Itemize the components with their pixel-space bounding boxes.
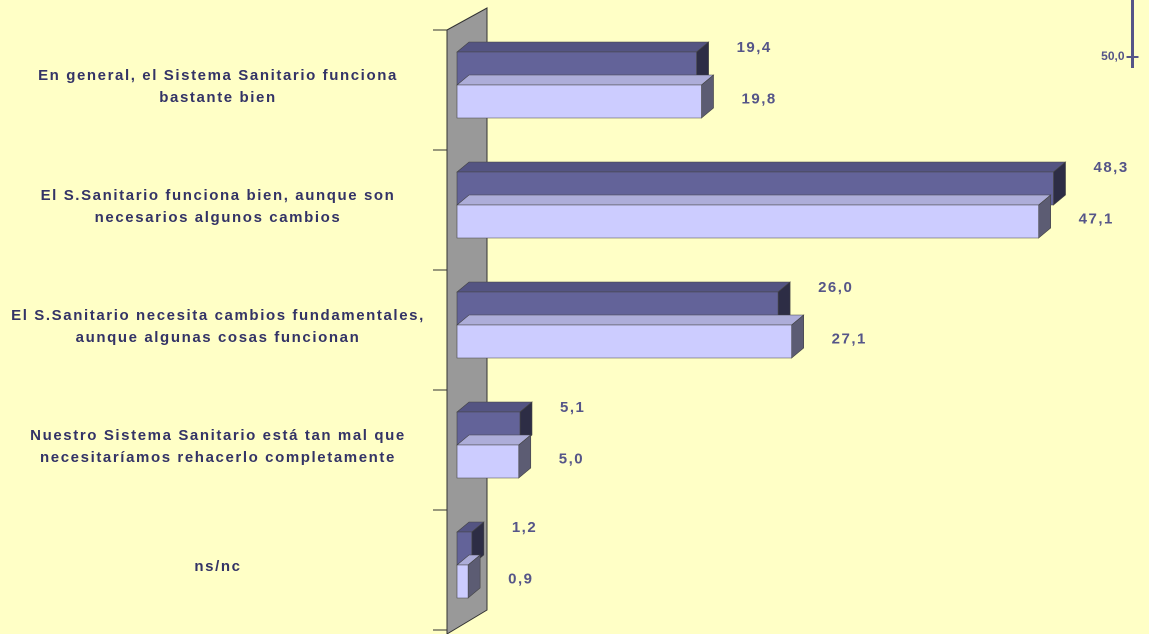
value-label: 47,1 [1079,210,1114,227]
value-label: 19,8 [742,90,777,107]
value-label: 5,1 [560,399,585,416]
bar [456,434,532,479]
bar-face [456,444,520,479]
bar-face [456,434,532,446]
value-label: 27,1 [832,330,867,347]
bar-face [456,161,1067,173]
bar-face [456,194,1052,206]
bar-face [456,401,533,413]
bar [456,194,1052,239]
value-label: 19,4 [737,39,772,56]
bar-face [456,74,715,86]
bar [456,314,805,359]
bar-face [456,281,791,293]
value-label: 26,0 [818,279,853,296]
category-label: Nuestro Sistema Sanitario está tan mal q… [30,427,406,466]
bar [456,74,715,119]
bar-face [456,41,710,53]
category-label: El S.Sanitario necesita cambios fundamen… [11,307,425,346]
value-label: 1,2 [512,519,537,536]
bar-face [456,324,792,359]
bar [456,554,481,599]
bar-face [456,314,805,326]
category-label: En general, el Sistema Sanitario funcion… [38,67,398,106]
bar-face [456,204,1039,239]
bar-face [456,84,702,119]
x-tick-label: 50,0 [1101,49,1125,63]
category-label: ns/nc [194,558,242,575]
value-label: 0,9 [508,570,533,587]
value-label: 48,3 [1094,159,1129,176]
value-label: 5,0 [559,450,584,467]
bar-face [456,564,469,599]
category-label: El S.Sanitario funciona bien, aunque son… [40,187,396,226]
